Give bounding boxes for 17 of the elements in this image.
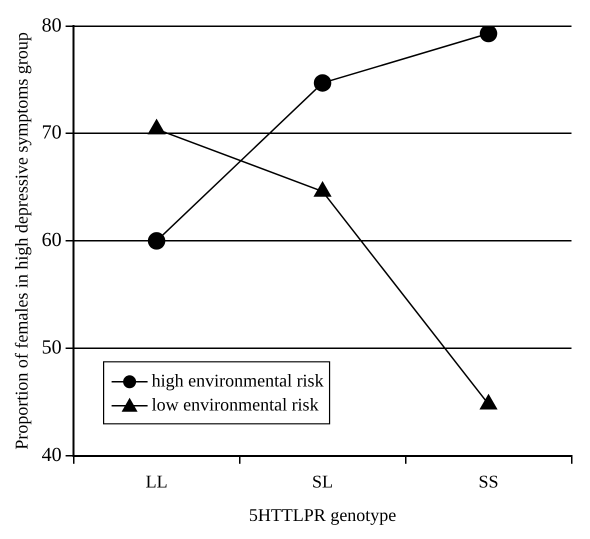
point [148, 232, 166, 250]
x-tick-label: SS [478, 471, 499, 492]
point [314, 182, 332, 197]
point [480, 394, 498, 410]
y-tick-label: 60 [42, 229, 62, 252]
legend-label: low environmental risk [152, 394, 319, 415]
x-tick-label: LL [146, 471, 168, 492]
x-tick-label: SL [312, 471, 334, 492]
x-axis-title: 5HTTLPR genotype [248, 504, 396, 525]
y-axis-title: Proportion of females in high depressive symptoms group [12, 32, 32, 450]
y-tick-label: 50 [42, 336, 62, 359]
point [314, 74, 332, 92]
legend-label: high environmental risk [152, 370, 324, 391]
point [480, 26, 498, 42]
y-tick-label: 40 [42, 444, 62, 466]
y-tick-label: 70 [42, 122, 62, 144]
y-tick-label: 80 [42, 14, 62, 36]
